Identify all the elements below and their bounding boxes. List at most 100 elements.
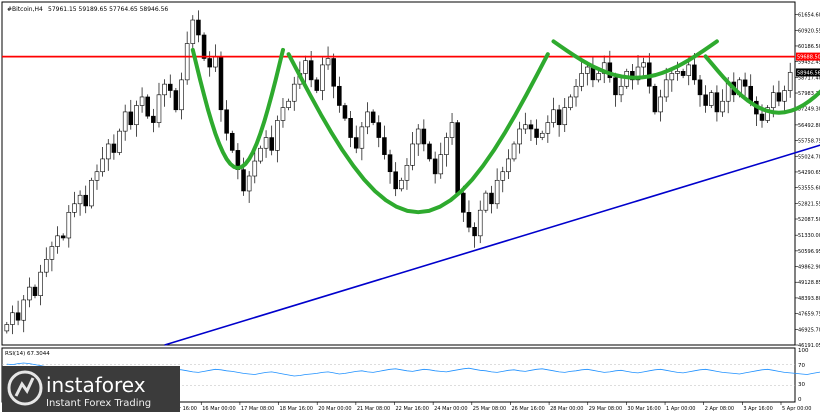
bear-candle bbox=[370, 111, 376, 123]
bull-candle bbox=[258, 147, 263, 162]
bear-candle bbox=[60, 235, 66, 239]
bear-candle bbox=[353, 137, 359, 149]
y-tick-label: 58717.40 bbox=[798, 75, 820, 81]
y-tick-label: 46191.05 bbox=[798, 343, 820, 349]
bull-candle bbox=[117, 130, 122, 153]
bull-candle bbox=[134, 105, 139, 126]
bear-candle bbox=[748, 85, 754, 102]
bear-candle bbox=[207, 58, 212, 68]
logo-mark-icon bbox=[7, 370, 43, 406]
y-tick-label: 46925.70 bbox=[798, 327, 820, 333]
bull-candle bbox=[184, 43, 190, 81]
head-curve bbox=[286, 52, 550, 215]
bear-candle bbox=[167, 83, 173, 91]
bear-candle bbox=[742, 79, 748, 87]
y-tick-label: 60920.55 bbox=[798, 28, 820, 34]
bull-candle bbox=[686, 64, 692, 76]
bull-candle bbox=[190, 19, 196, 44]
bear-candle bbox=[83, 194, 88, 207]
current-price-tag bbox=[796, 68, 820, 77]
y-tick-label: 56492.80 bbox=[798, 123, 820, 129]
bull-candle bbox=[55, 235, 60, 247]
bull-candle bbox=[658, 96, 663, 113]
bear-candle bbox=[342, 105, 348, 119]
bull-candle bbox=[100, 158, 105, 173]
bear-candle bbox=[337, 85, 342, 106]
bull-candle bbox=[635, 66, 641, 81]
bear-candle bbox=[489, 192, 494, 205]
bull-candle bbox=[122, 111, 128, 132]
resistance-price-tag bbox=[796, 52, 820, 61]
bear-candle bbox=[331, 58, 336, 87]
bear-candle bbox=[382, 137, 387, 155]
right-cup-curve bbox=[703, 54, 820, 115]
bear-candle bbox=[269, 137, 274, 151]
bull-candle bbox=[139, 96, 145, 106]
bull-candle bbox=[483, 192, 489, 211]
y-tick-label: 52087.50 bbox=[798, 217, 820, 223]
bull-candle bbox=[94, 171, 100, 181]
instaforex-logo: instaforex Instant Forex Trading bbox=[2, 366, 180, 412]
rsi-level-100: 100 bbox=[798, 348, 809, 354]
left-shoulder-curve bbox=[190, 47, 285, 170]
x-tick-label: 18 Mar 16:00 bbox=[280, 406, 313, 412]
x-tick-label: 30 Mar 16:00 bbox=[627, 406, 660, 412]
bear-candle bbox=[534, 128, 539, 138]
bear-candle bbox=[387, 154, 393, 173]
bull-candle bbox=[618, 85, 624, 96]
support-trendline bbox=[164, 144, 820, 346]
bear-candle bbox=[432, 158, 438, 175]
bear-candle bbox=[680, 71, 686, 76]
bear-candle bbox=[308, 60, 314, 81]
bear-candle bbox=[224, 109, 229, 134]
bull-candle bbox=[709, 92, 714, 106]
y-tick-label: 59452.45 bbox=[798, 60, 820, 66]
bull-candle bbox=[263, 137, 269, 149]
bear-candle bbox=[196, 19, 201, 36]
x-tick-label: 21 Mar 08:00 bbox=[357, 406, 390, 412]
bear-candle bbox=[201, 34, 207, 59]
bear-candle bbox=[314, 79, 320, 91]
x-tick-label: 3 Apr 16:00 bbox=[743, 406, 772, 412]
bull-candle bbox=[359, 126, 365, 149]
bull-candle bbox=[765, 107, 770, 121]
bear-candle bbox=[652, 85, 658, 113]
x-tick-label: 1 Apr 00:00 bbox=[666, 406, 695, 412]
bull-candle bbox=[105, 143, 111, 160]
bear-candle bbox=[528, 124, 534, 130]
bull-candle bbox=[72, 203, 77, 213]
bull-candle bbox=[27, 286, 32, 301]
bull-candle bbox=[77, 194, 83, 205]
y-tick-label: 47659.75 bbox=[798, 312, 820, 318]
bear-candle bbox=[241, 169, 246, 192]
bull-candle bbox=[246, 175, 252, 192]
bear-candle bbox=[376, 122, 382, 138]
bull-candle bbox=[21, 299, 26, 321]
bull-candle bbox=[4, 324, 10, 332]
symbol-label: #Bitcoin,H4 bbox=[7, 6, 43, 13]
y-tick-label: 60186.50 bbox=[798, 44, 820, 50]
y-tick-label: 51330.00 bbox=[798, 233, 820, 239]
bull-candle bbox=[320, 64, 325, 91]
bull-candle bbox=[404, 165, 410, 181]
y-tick-label: 52821.55 bbox=[798, 201, 820, 207]
resistance-price-label: 59688.50 bbox=[797, 55, 820, 61]
bull-candle bbox=[179, 79, 184, 111]
y-tick-label: 57249.30 bbox=[798, 107, 820, 113]
bull-candle bbox=[286, 100, 291, 108]
bear-candle bbox=[461, 192, 466, 213]
bull-candle bbox=[213, 56, 218, 68]
y-tick-label: 61654.60 bbox=[798, 13, 820, 19]
bull-candle bbox=[444, 137, 449, 155]
bull-candle bbox=[787, 72, 793, 91]
drawings: 59688.50 58946.56 bbox=[2, 39, 820, 346]
bear-candle bbox=[466, 212, 472, 228]
x-tick-label: 26 Mar 16:00 bbox=[511, 406, 544, 412]
bull-candle bbox=[517, 128, 522, 145]
bull-candle bbox=[573, 85, 579, 98]
bull-candle bbox=[562, 107, 568, 126]
bear-candle bbox=[556, 109, 562, 126]
rsi-label: RSI(14) 67.3044 bbox=[5, 351, 50, 357]
bear-candle bbox=[218, 56, 224, 111]
bull-candle bbox=[585, 66, 590, 74]
